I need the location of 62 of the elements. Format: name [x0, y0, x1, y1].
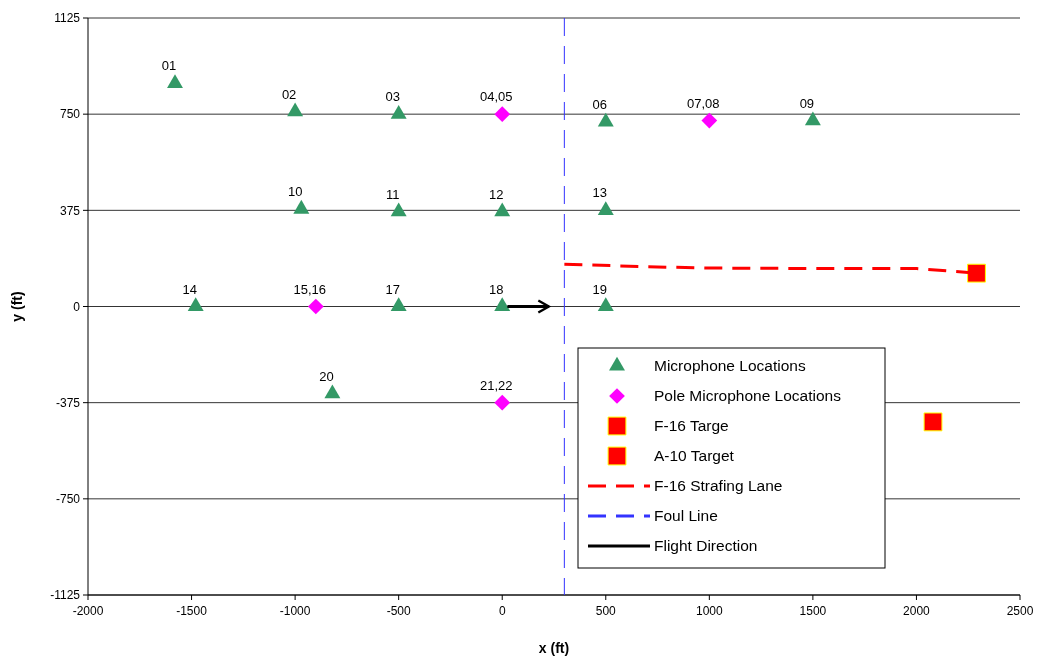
annotation: 01	[161, 58, 177, 74]
y-tick-label: 750	[59, 107, 81, 122]
annotation: 03	[385, 89, 400, 105]
legend-label: Pole Microphone Locations	[654, 387, 842, 405]
x-axis-title: x (ft)	[538, 640, 570, 656]
point	[293, 199, 310, 214]
point	[324, 384, 341, 399]
annotation: 04,05	[479, 89, 513, 105]
x-tick-label: -1000	[279, 604, 311, 618]
x-tick-label: -2000	[72, 604, 104, 618]
annotation: 15,16	[293, 281, 327, 297]
y-tick-label: 1125	[54, 11, 81, 26]
x-tick-label: -500	[386, 604, 411, 618]
legend-label: Foul Line	[654, 507, 718, 525]
point	[390, 297, 407, 312]
x-tick-label: 1500	[799, 604, 827, 618]
legend-label: Flight Direction	[654, 537, 758, 555]
annotation: 09	[799, 95, 815, 111]
legend-label: F-16 Strafing Lane	[654, 477, 783, 495]
y-tick-label: -1125	[50, 588, 81, 603]
annotation: 18	[488, 281, 504, 297]
x-tick-label: 500	[595, 604, 617, 618]
point	[967, 263, 986, 283]
x-tick-label: 2000	[903, 604, 931, 618]
annotation: 07,08	[687, 95, 720, 111]
legend-label: Microphone Locations	[654, 357, 806, 375]
point	[804, 111, 821, 126]
annotation: 10	[288, 184, 303, 200]
point	[390, 104, 407, 119]
point	[287, 102, 304, 117]
point	[923, 412, 943, 432]
point	[597, 201, 614, 215]
annotation: 20	[319, 368, 334, 384]
annotation: 12	[488, 186, 504, 202]
point	[597, 112, 614, 127]
annotation: 14	[182, 281, 197, 297]
y-tick-label: 0	[73, 299, 81, 314]
point	[597, 297, 614, 312]
point	[307, 298, 324, 315]
annotation: 11	[385, 186, 400, 202]
y-tick-label: -375	[55, 395, 81, 410]
annotation: 06	[592, 96, 608, 112]
annotation: 02	[281, 86, 297, 102]
annotation: 17	[385, 281, 400, 297]
annotation: 21,22	[479, 377, 513, 393]
legend-label: F-16 Targe	[654, 417, 729, 435]
legend-label: A-10 Target	[654, 447, 735, 465]
x-tick-label: 0	[498, 604, 506, 618]
x-tick-label: 2500	[1006, 604, 1034, 618]
y-tick-label: 375	[59, 203, 81, 218]
point	[187, 297, 204, 312]
y-axis-title: y (ft)	[9, 291, 25, 322]
x-tick-label: 1000	[695, 604, 723, 618]
point	[390, 202, 407, 217]
point	[494, 297, 511, 312]
annotation: 13	[592, 185, 608, 201]
point	[494, 394, 511, 411]
y-tick-label: -750	[55, 492, 81, 507]
point	[167, 74, 183, 88]
annotation: 19	[592, 281, 608, 297]
point	[494, 202, 511, 217]
x-tick-label: -1500	[176, 604, 208, 618]
